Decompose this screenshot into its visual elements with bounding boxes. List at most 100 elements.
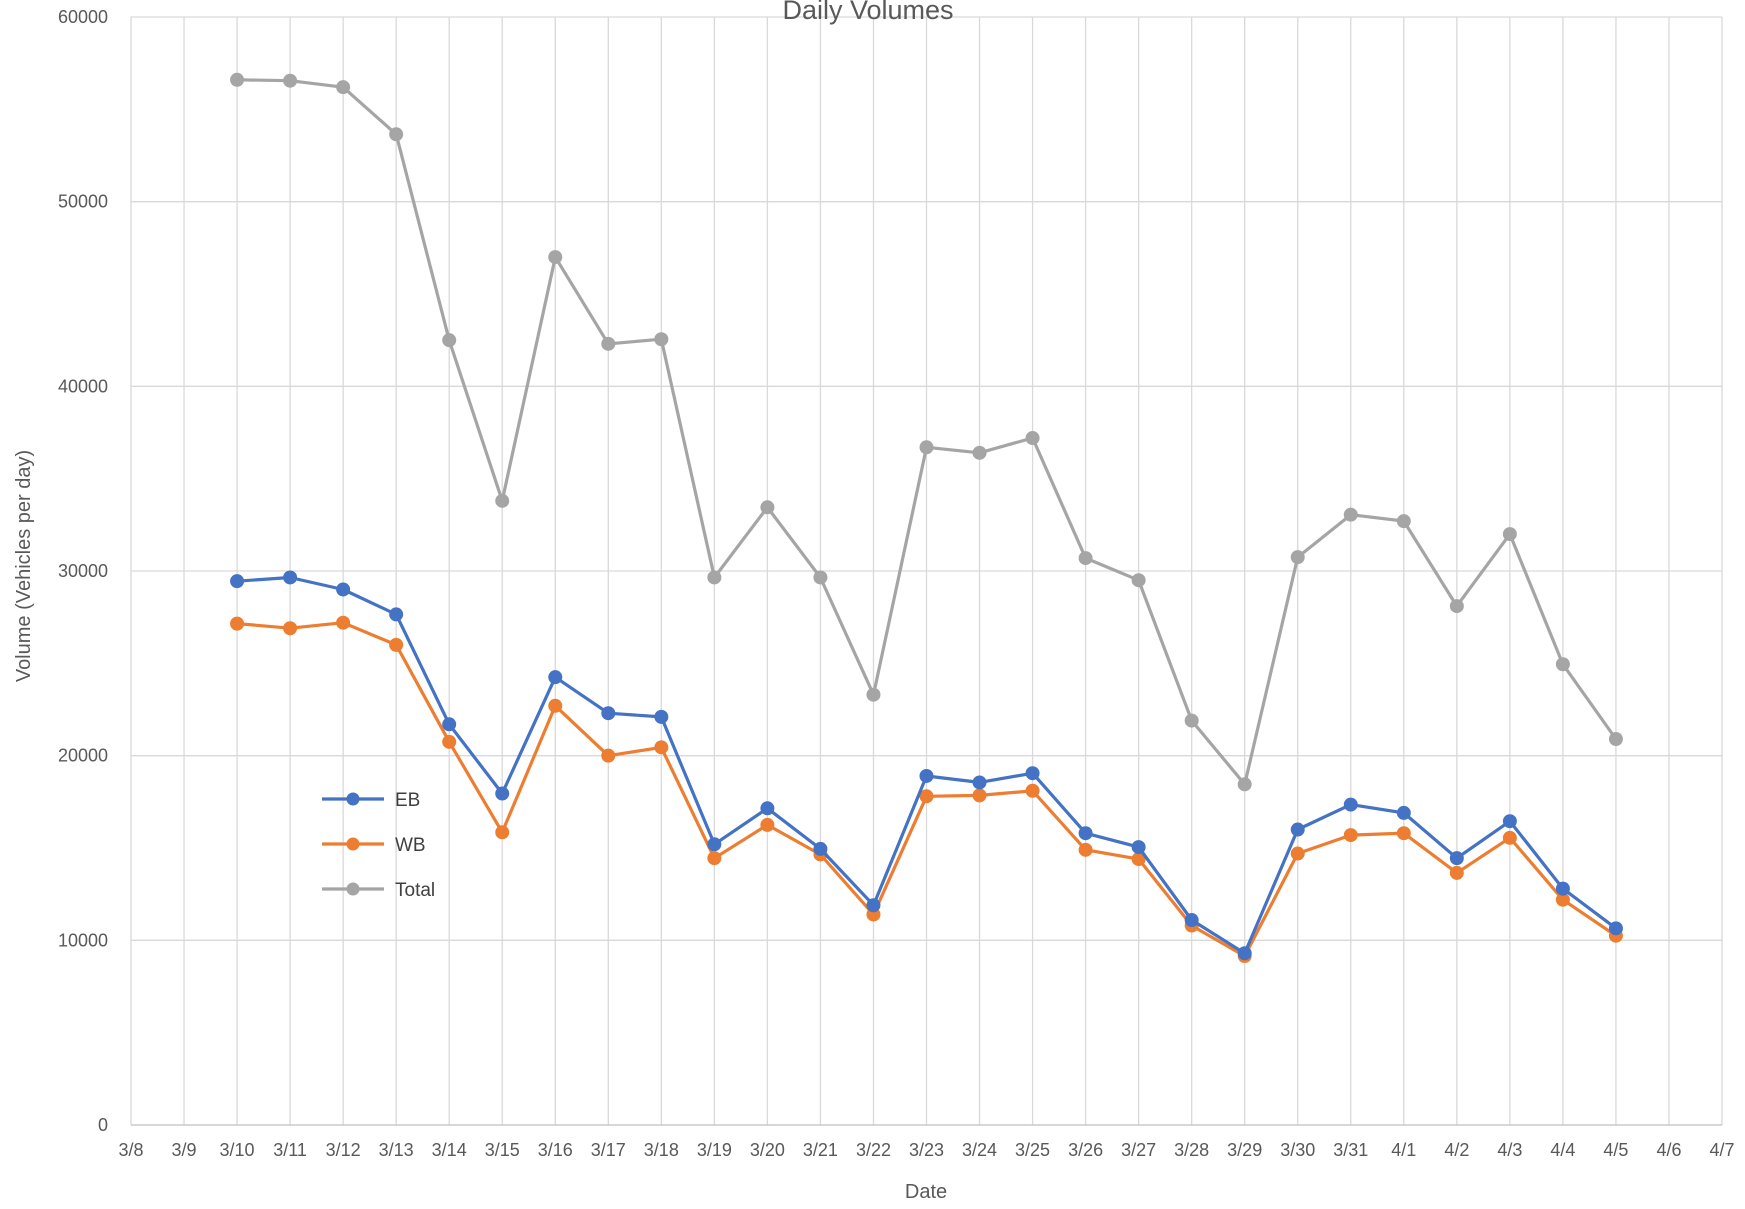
legend-entry-wb: WB (322, 835, 426, 856)
data-point-wb (442, 734, 457, 749)
x-axis-title: Date (905, 1181, 947, 1203)
x-tick-label: 3/26 (1068, 1140, 1103, 1160)
data-point-total (442, 333, 457, 348)
x-tick-label: 3/22 (856, 1140, 891, 1160)
series-eb (230, 570, 1623, 961)
data-point-wb (1290, 846, 1305, 861)
data-point-eb (1502, 814, 1517, 829)
data-point-wb (760, 817, 775, 832)
y-tick-label: 10000 (58, 930, 108, 950)
data-point-total (919, 440, 934, 455)
x-tick-label: 3/18 (644, 1140, 679, 1160)
data-point-wb (707, 851, 722, 866)
x-tick-label: 3/21 (803, 1140, 838, 1160)
x-tick-label: 3/8 (118, 1140, 143, 1160)
data-point-total (1078, 551, 1093, 566)
data-point-wb (336, 615, 351, 630)
x-tick-label: 3/25 (1015, 1140, 1050, 1160)
data-point-eb (707, 837, 722, 852)
data-point-wb (283, 621, 298, 636)
x-tick-label: 3/24 (962, 1140, 997, 1160)
data-point-eb (1555, 881, 1570, 896)
series-wb (230, 615, 1623, 964)
y-tick-label: 60000 (58, 7, 108, 27)
data-point-eb (283, 570, 298, 585)
data-point-eb (1396, 805, 1411, 820)
data-point-total (336, 80, 351, 95)
x-tick-label: 4/4 (1550, 1140, 1575, 1160)
chart-title: Daily Volumes (782, 0, 953, 25)
y-tick-label: 0 (98, 1115, 108, 1135)
data-point-total (495, 493, 510, 508)
legend-label: Total (395, 880, 435, 901)
data-point-total (1396, 514, 1411, 529)
legend-marker (346, 792, 360, 806)
y-axis-title: Volume (Vehicles per day) (13, 450, 35, 682)
data-point-total (1184, 713, 1199, 728)
data-point-total (1237, 777, 1252, 792)
x-tick-label: 3/16 (538, 1140, 573, 1160)
x-tick-label: 3/28 (1174, 1140, 1209, 1160)
data-point-total (548, 250, 563, 265)
data-point-wb (654, 740, 669, 755)
x-tick-label: 4/5 (1603, 1140, 1628, 1160)
x-tick-label: 3/17 (591, 1140, 626, 1160)
data-point-total (1343, 507, 1358, 522)
data-point-total (601, 336, 616, 351)
legend-label: EB (395, 790, 420, 811)
data-point-total (389, 127, 404, 142)
data-point-eb (1449, 851, 1464, 866)
x-tick-label: 3/27 (1121, 1140, 1156, 1160)
data-point-wb (495, 825, 510, 840)
data-point-eb (654, 709, 669, 724)
data-point-wb (1502, 830, 1517, 845)
data-point-eb (442, 717, 457, 732)
data-point-wb (1078, 842, 1093, 857)
y-tick-label: 30000 (58, 561, 108, 581)
data-point-eb (495, 786, 510, 801)
data-point-wb (601, 748, 616, 763)
x-tick-label: 3/20 (750, 1140, 785, 1160)
x-tick-label: 4/2 (1444, 1140, 1469, 1160)
x-tick-label: 3/9 (172, 1140, 197, 1160)
data-point-wb (1343, 828, 1358, 843)
legend-entry-eb: EB (322, 790, 420, 811)
data-point-total (707, 570, 722, 585)
data-point-total (813, 570, 828, 585)
data-point-total (1025, 431, 1040, 446)
data-point-total (1555, 657, 1570, 672)
data-point-eb (1078, 826, 1093, 841)
data-point-total (1449, 599, 1464, 614)
data-point-total (760, 500, 775, 515)
x-tick-label: 3/31 (1333, 1140, 1368, 1160)
data-point-eb (1290, 822, 1305, 837)
data-point-total (1131, 573, 1146, 588)
y-tick-label: 20000 (58, 746, 108, 766)
data-point-eb (1237, 946, 1252, 961)
data-point-total (972, 445, 987, 460)
data-point-eb (1025, 766, 1040, 781)
x-tick-label: 3/19 (697, 1140, 732, 1160)
data-point-wb (548, 698, 563, 713)
data-point-total (654, 332, 669, 347)
series-total (230, 72, 1623, 792)
data-point-eb (230, 574, 245, 589)
data-point-eb (1184, 913, 1199, 928)
x-tick-label: 3/11 (273, 1140, 307, 1160)
x-tick-label: 4/7 (1709, 1140, 1734, 1160)
y-tick-labels: 0 10000 20000 30000 40000 50000 60000 (58, 7, 108, 1135)
data-point-eb (389, 607, 404, 622)
data-point-eb (1343, 797, 1358, 812)
data-point-eb (919, 768, 934, 783)
legend-label: WB (395, 835, 426, 856)
data-point-eb (813, 841, 828, 856)
x-tick-label: 3/12 (326, 1140, 361, 1160)
data-point-total (230, 72, 245, 87)
data-point-eb (760, 801, 775, 816)
series-lines (230, 72, 1623, 964)
x-tick-label: 3/13 (379, 1140, 414, 1160)
x-tick-label: 3/15 (485, 1140, 520, 1160)
x-tick-label: 4/3 (1497, 1140, 1522, 1160)
legend: EB WB Total (322, 790, 435, 901)
